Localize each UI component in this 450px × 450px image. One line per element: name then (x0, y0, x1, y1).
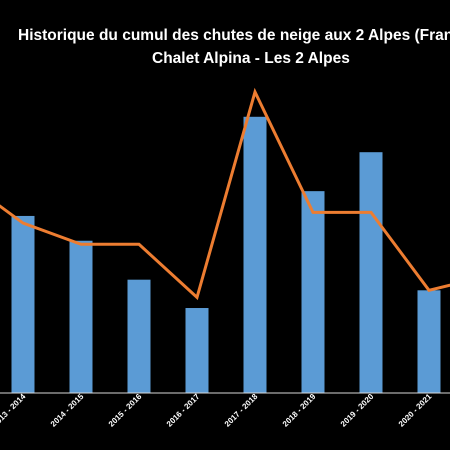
line-series (0, 87, 450, 301)
x-tick-label: 2014 - 2015 (49, 392, 86, 429)
x-tick-label: 2019 - 2020 (339, 392, 376, 429)
x-tick-label: 2017 - 2018 (223, 392, 260, 429)
bar-2014-2015 (69, 240, 93, 393)
bar-2013-2014 (11, 215, 35, 393)
x-tick-label: 2020 - 2021 (397, 392, 434, 429)
bar-2020-2021 (417, 290, 441, 393)
bar-2015-2016 (127, 279, 151, 393)
chart-title: Historique du cumul des chutes de neige … (18, 27, 450, 44)
chart-subtitle: Chalet Alpina - Les 2 Alpes (152, 50, 350, 67)
bar-2016-2017 (185, 308, 209, 393)
bar-2018-2019 (301, 191, 325, 393)
bar-2019-2020 (359, 152, 383, 393)
bar-2017-2018 (243, 116, 267, 393)
x-tick-label: 2013 - 2014 (0, 392, 28, 429)
x-tick-label: 2018 - 2019 (281, 392, 318, 429)
x-tick-label: 2015 - 2016 (107, 392, 144, 429)
x-tick-label: 2016 - 2017 (165, 392, 202, 429)
